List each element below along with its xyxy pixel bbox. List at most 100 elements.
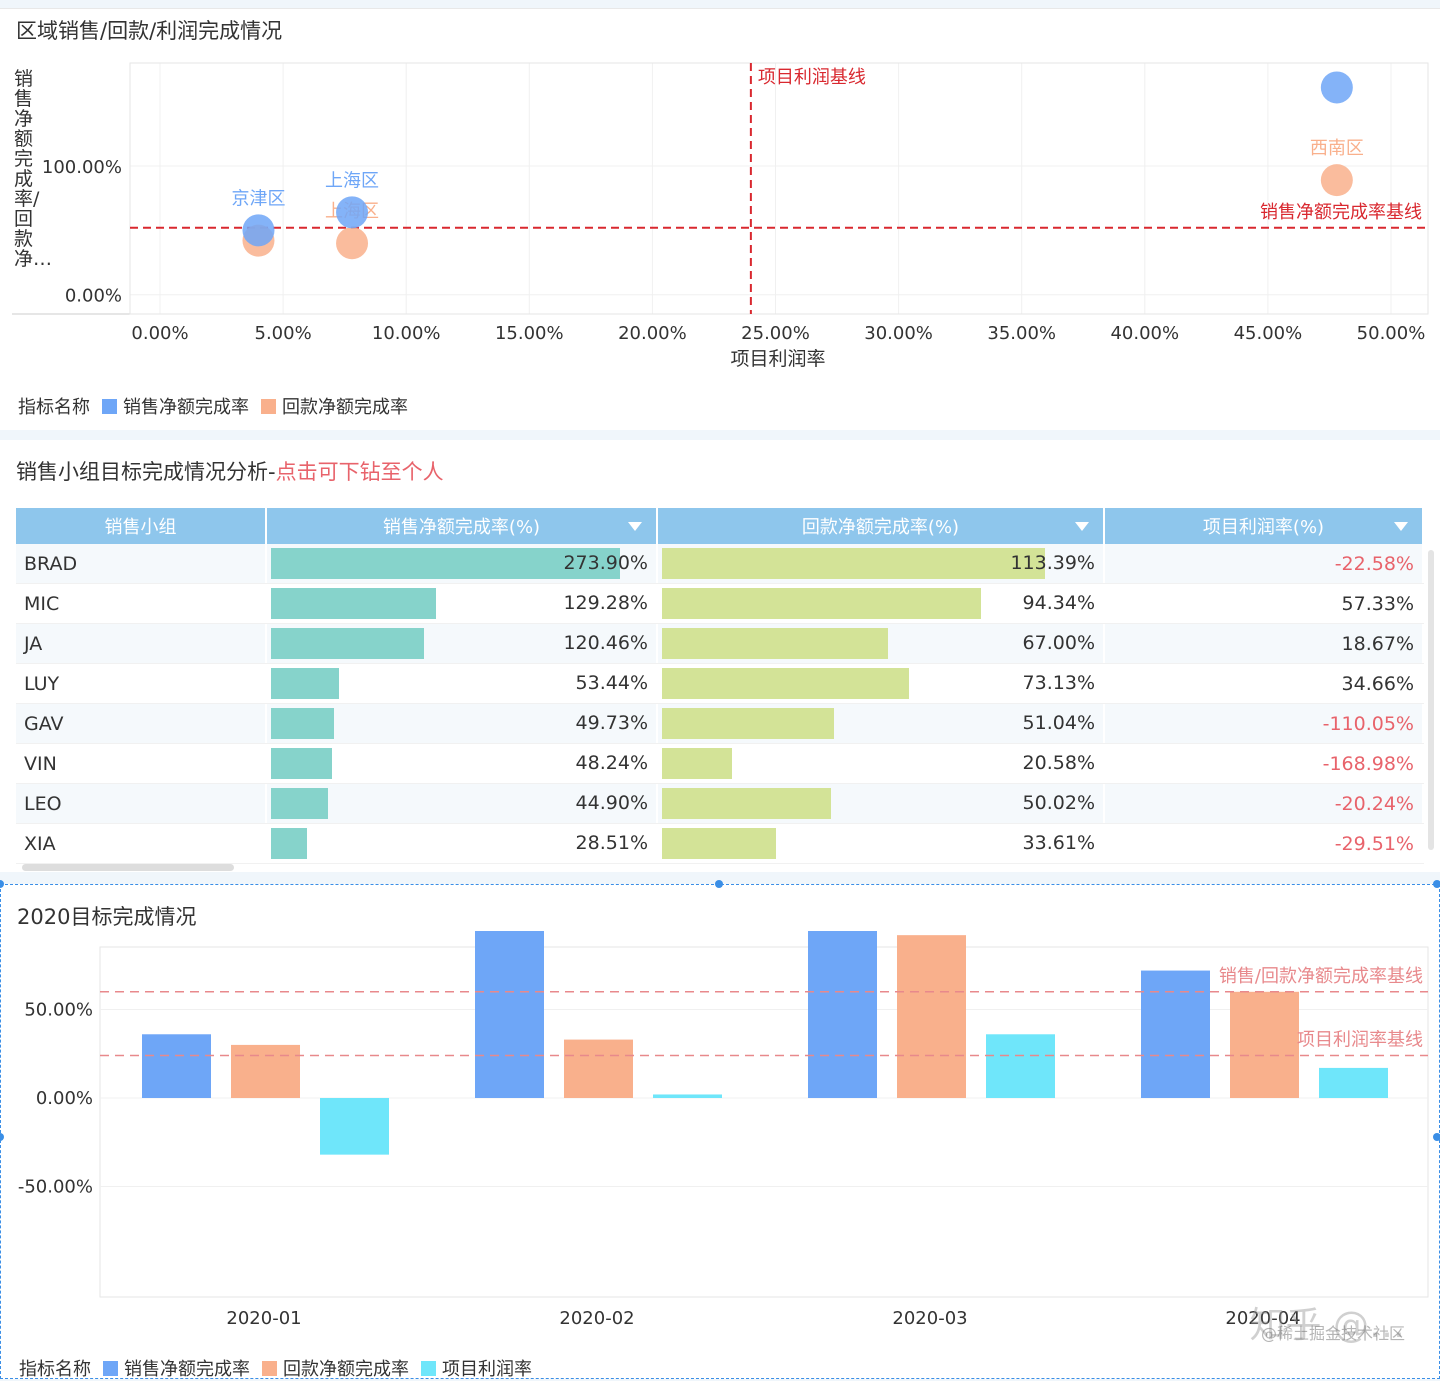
table-title-text: 销售小组目标完成情况分析-	[16, 460, 276, 484]
horizontal-scrollbar[interactable]	[22, 864, 234, 871]
x-tick-label: 30.00%	[864, 323, 933, 344]
header-payment-rate[interactable]: 回款净额完成率(%)	[658, 508, 1105, 544]
table-row[interactable]: GAV 49.73% 51.04% -110.05%	[16, 704, 1424, 744]
baseline-label: 项目利润率基线	[1297, 1030, 1423, 1051]
profit-bar[interactable]	[320, 1098, 389, 1155]
cell-group[interactable]: LUY	[16, 664, 267, 703]
sales-rate-bar	[271, 668, 340, 699]
header-payment-label: 回款净额完成率(%)	[801, 517, 960, 538]
point-label: 上海区	[325, 170, 379, 191]
profit-bar[interactable]	[1319, 1067, 1388, 1098]
bar-chart[interactable]: 150.00%100.00%50.00%0.00%-50.00% 2020-01…	[1, 931, 1439, 1371]
sales-rate-bar	[271, 828, 308, 859]
header-profit-rate[interactable]: 项目利润率(%)	[1105, 508, 1424, 544]
payment-bar[interactable]	[231, 1044, 300, 1098]
table-row[interactable]: BRAD 273.90% 113.39% -22.58%	[16, 544, 1424, 584]
cell-sales-rate: 129.28%	[267, 584, 658, 623]
payment-bar[interactable]	[897, 935, 966, 1098]
group-name: VIN	[24, 752, 57, 775]
vertical-scrollbar[interactable]	[1428, 550, 1434, 850]
cell-profit-rate: 57.33%	[1105, 584, 1424, 623]
scatter-point[interactable]	[1320, 71, 1353, 104]
sales-rate-value: 120.46%	[563, 632, 648, 654]
cell-profit-rate: -20.24%	[1105, 784, 1424, 823]
x-tick-label: 2020-03	[892, 1308, 967, 1329]
resize-handle[interactable]	[0, 880, 4, 888]
cell-sales-rate: 53.44%	[267, 664, 658, 703]
cell-payment-rate: 67.00%	[658, 624, 1105, 663]
sort-caret-icon[interactable]	[1394, 522, 1408, 531]
scatter-point[interactable]	[1320, 164, 1353, 197]
cell-group[interactable]: LEO	[16, 784, 267, 823]
group-name: BRAD	[24, 552, 78, 575]
cell-group[interactable]: VIN	[16, 744, 267, 783]
cell-sales-rate: 49.73%	[267, 704, 658, 743]
table-row[interactable]: VIN 48.24% 20.58% -168.98%	[16, 744, 1424, 784]
profit-rate-value: 57.33%	[1341, 592, 1414, 615]
scatter-point[interactable]	[336, 227, 369, 260]
watermark-sub: @稀土掘金技术社区	[1260, 1324, 1405, 1343]
x-axis-label: 项目利润率	[730, 348, 825, 370]
cell-group[interactable]: MIC	[16, 584, 267, 623]
header-group-label: 销售小组	[104, 517, 177, 538]
group-table: 销售小组 销售净额完成率(%) 回款净额完成率(%) 项目利润率(%) BRAD…	[16, 508, 1424, 864]
drilldown-hint[interactable]: 点击可下钻至个人	[275, 460, 444, 484]
table-title: 销售小组目标完成情况分析-点击可下钻至个人	[16, 456, 444, 486]
cell-group[interactable]: XIA	[16, 824, 267, 863]
legend-item-payment[interactable]: 回款净额完成率	[262, 1355, 409, 1381]
sort-caret-icon[interactable]	[628, 522, 642, 531]
cell-sales-rate: 28.51%	[267, 824, 658, 863]
resize-handle[interactable]	[715, 880, 723, 888]
x-tick-label: 10.00%	[372, 323, 441, 344]
resize-handle[interactable]	[1433, 1133, 1440, 1141]
legend-label-payment: 回款净额完成率	[283, 1359, 409, 1380]
cell-payment-rate: 50.02%	[658, 784, 1105, 823]
cell-profit-rate: -110.05%	[1105, 704, 1424, 743]
cell-payment-rate: 33.61%	[658, 824, 1105, 863]
bars-panel[interactable]: 2020目标完成情况 150.00%100.00%50.00%0.00%-50.…	[0, 880, 1440, 1381]
table-row[interactable]: MIC 129.28% 94.34% 57.33%	[16, 584, 1424, 624]
sales-bar[interactable]	[142, 1034, 211, 1098]
sales-bar[interactable]	[808, 931, 877, 1098]
scatter-point[interactable]	[242, 214, 275, 247]
table-row[interactable]: LEO 44.90% 50.02% -20.24%	[16, 784, 1424, 824]
sales-bar[interactable]	[475, 931, 544, 1098]
legend-item-sales[interactable]: 销售净额完成率	[103, 1355, 250, 1381]
header-group[interactable]: 销售小组	[16, 508, 267, 544]
cell-payment-rate: 73.13%	[658, 664, 1105, 703]
scatter-chart[interactable]: 0.00% 5.00% 10.00% 15.00% 20.00% 25.00% 30.00%…	[0, 49, 1440, 419]
payment-rate-value: 33.61%	[1022, 832, 1095, 854]
table-row[interactable]: JA 120.46% 67.00% 18.67%	[16, 624, 1424, 664]
cell-group[interactable]: JA	[16, 624, 267, 663]
cell-group[interactable]: BRAD	[16, 544, 267, 583]
legend-item-sales[interactable]: 销售净额完成率	[102, 393, 249, 419]
sales-rate-bar	[271, 788, 329, 819]
scatter-point[interactable]	[336, 196, 369, 229]
cell-profit-rate: -22.58%	[1105, 544, 1424, 583]
legend-item-profit[interactable]: 项目利润率	[421, 1355, 532, 1381]
payment-bar[interactable]	[1230, 991, 1299, 1098]
profit-bar[interactable]	[653, 1094, 722, 1098]
legend-title: 指标名称	[19, 1359, 91, 1380]
payment-rate-value: 94.34%	[1022, 592, 1095, 614]
resize-handle[interactable]	[1433, 880, 1440, 888]
legend-swatch-payment	[262, 1360, 277, 1376]
resize-handle[interactable]	[0, 1133, 4, 1141]
x-tick-label: 25.00%	[741, 323, 810, 344]
y-tick-label: 0.00%	[36, 1088, 93, 1109]
profit-bar[interactable]	[986, 1034, 1055, 1098]
legend-item-payment[interactable]: 回款净额完成率	[261, 393, 408, 419]
cell-group[interactable]: GAV	[16, 704, 267, 743]
sales-rate-value: 129.28%	[563, 592, 648, 614]
cell-profit-rate: -29.51%	[1105, 824, 1424, 863]
payment-rate-value: 51.04%	[1022, 712, 1095, 734]
header-sales-rate[interactable]: 销售净额完成率(%)	[267, 508, 658, 544]
sales-bar[interactable]	[1141, 970, 1210, 1098]
table-row[interactable]: XIA 28.51% 33.61% -29.51%	[16, 824, 1424, 864]
legend-label-payment: 回款净额完成率	[282, 397, 408, 418]
sort-caret-icon[interactable]	[1075, 522, 1089, 531]
sales-rate-bar	[271, 588, 436, 619]
table-row[interactable]: LUY 53.44% 73.13% 34.66%	[16, 664, 1424, 704]
payment-bar[interactable]	[564, 1039, 633, 1098]
scatter-panel: 区域销售/回款/利润完成情况 0.00% 5.00% 10.00% 15.00% 20.…	[0, 8, 1440, 430]
